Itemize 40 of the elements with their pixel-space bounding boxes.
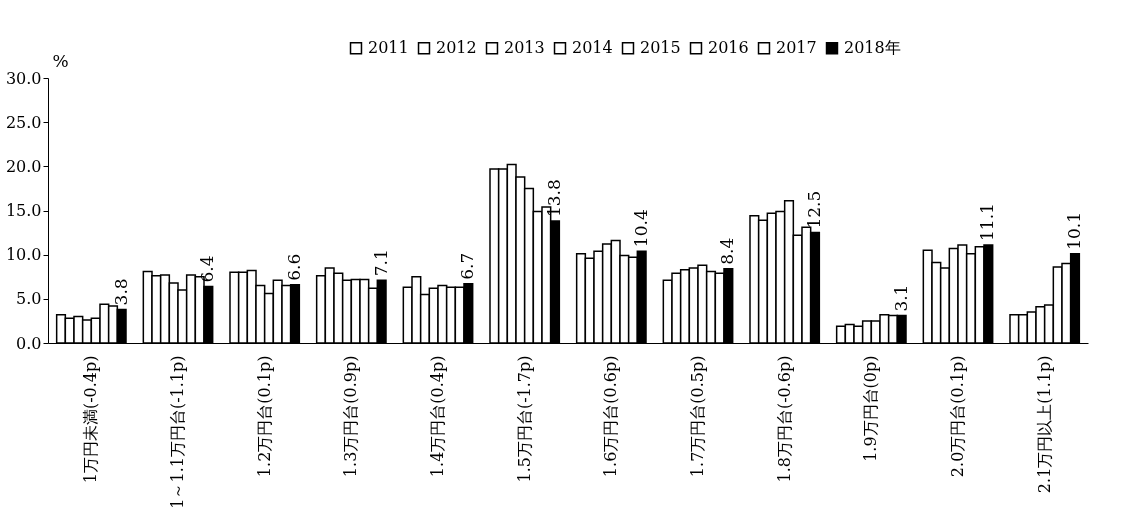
y-tick-label: 25.0 (5, 112, 42, 132)
data-label: 7.1 (370, 249, 391, 277)
data-label: 3.8 (110, 278, 131, 306)
x-tick-label: 1.8万円台(-0.6p) (774, 355, 794, 483)
x-tick-label: 1.6万円台(0.6p) (601, 355, 621, 478)
data-label: 10.4 (630, 209, 651, 248)
x-tick-label: 1.7万円台(0.5p) (688, 355, 707, 478)
x-tick-label: 1.9万円台(0p) (861, 355, 881, 462)
x-tick-label: 1.2万円台(0.1p) (254, 355, 274, 478)
y-tick-label: 10.0 (5, 245, 42, 265)
legend-label: 2016 (708, 38, 749, 58)
x-tick-label: 1.4万円台(0.4p) (428, 355, 447, 478)
legend-label: 2014 (572, 38, 613, 58)
y-tick-label: 30.0 (5, 68, 42, 88)
y-tick-label: 0.0 (16, 333, 42, 353)
x-tick-label: 1.5万円台(-1.7p) (514, 355, 534, 483)
x-tick-label: 1～1.1万円台(-1.1p) (168, 355, 187, 509)
x-tick-label: 2.0万円台(0.1p) (948, 355, 967, 478)
y-tick-label: 5.0 (16, 289, 42, 309)
data-label: 3.1 (890, 284, 911, 312)
y-axis-title: % (52, 50, 69, 71)
legend-label: 2012 (436, 38, 477, 58)
data-label: 12.5 (804, 190, 824, 229)
data-label: 13.8 (544, 179, 564, 218)
legend-label: 2017 (776, 38, 817, 58)
data-label: 10.1 (1064, 211, 1084, 250)
data-label: 6.7 (457, 252, 478, 280)
legend-label: 2011 (368, 38, 409, 58)
data-label: 11.1 (977, 203, 998, 241)
x-tick-label: 1.3万円台(0.9p) (341, 355, 361, 478)
x-tick-label: 1万円未満(-0.4p) (81, 355, 101, 484)
legend-label: 2018年 (844, 38, 901, 58)
legend-label: 2015 (640, 38, 681, 58)
x-tick-label: 2.1万円以上(1.1p) (1034, 355, 1054, 494)
y-tick-label: 20.0 (5, 156, 42, 176)
legend-label: 2013 (504, 38, 545, 58)
data-label: 8.4 (717, 237, 738, 265)
y-tick-label: 15.0 (5, 201, 42, 220)
data-label: 6.4 (197, 255, 218, 283)
data-label: 6.6 (284, 253, 304, 281)
